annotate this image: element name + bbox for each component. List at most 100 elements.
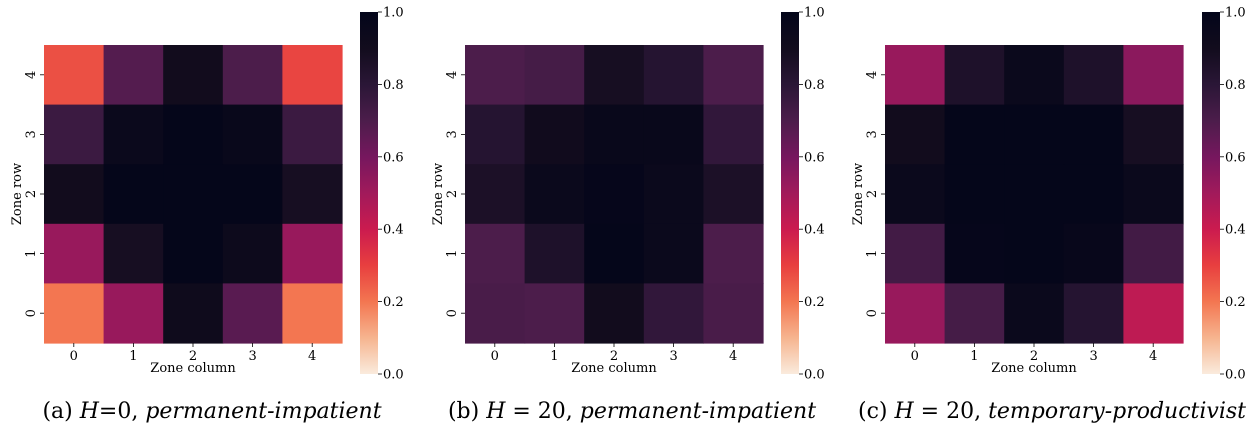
heatmap-cell xyxy=(885,164,946,225)
heatmap-cell xyxy=(282,164,343,225)
heatmap-cell xyxy=(885,104,946,165)
heatmap-cell xyxy=(1004,283,1065,344)
colorbar-tick-label: 0.6 xyxy=(383,150,404,165)
heatmap-cell xyxy=(944,223,1005,284)
y-tick-label: 0 xyxy=(24,309,39,317)
x-tick-label: 0 xyxy=(911,349,919,364)
heatmap-cell xyxy=(1063,164,1124,225)
heatmap-cell xyxy=(944,45,1005,106)
x-tick-label: 1 xyxy=(970,349,978,364)
heatmap-cell xyxy=(524,45,585,106)
colorbar-tick-label: 0.6 xyxy=(1225,150,1246,165)
heatmap-cell xyxy=(944,283,1005,344)
x-tick-label: 0 xyxy=(491,349,499,364)
x-tick-label: 3 xyxy=(1089,349,1097,364)
heatmap-cell xyxy=(703,283,764,344)
heatmap-cell xyxy=(44,45,105,106)
heatmap-cell xyxy=(1123,223,1184,284)
colorbar-tick-label: 0.8 xyxy=(804,78,825,93)
heatmap-cell xyxy=(885,223,946,284)
heatmap-cell xyxy=(163,104,224,165)
y-tick-label: 3 xyxy=(24,130,39,138)
heatmap-cell xyxy=(282,104,343,165)
colorbar-tick-label: 0.2 xyxy=(804,295,825,310)
colorbar-tick-label: 0.8 xyxy=(383,78,404,93)
heatmap-panel-1: 0 1 2 3 4 0 1 2 3 4 Zone column Zone row 0.0 0.2 0.4 0.… xyxy=(431,6,825,425)
x-tick-label: 3 xyxy=(248,349,256,364)
heatmap-cell xyxy=(44,223,105,284)
colorbar-tick-label: 0.6 xyxy=(804,150,825,165)
heatmap-cell xyxy=(465,283,526,344)
heatmap-cell xyxy=(163,45,224,106)
panel-caption: (c) H = 20, temporary-productivist xyxy=(858,399,1246,424)
heatmap-cell xyxy=(1004,164,1065,225)
heatmap-cell xyxy=(703,45,764,106)
y-axis-label: Zone row xyxy=(431,163,446,225)
x-axis-label: Zone column xyxy=(150,361,236,376)
heatmap-cell xyxy=(643,45,704,106)
heatmap-cell xyxy=(465,164,526,225)
heatmap-cell xyxy=(1123,164,1184,225)
heatmap-cell xyxy=(1063,104,1124,165)
heatmap-cell xyxy=(584,104,645,165)
y-tick-label: 4 xyxy=(24,71,39,79)
heatmap-cell xyxy=(163,223,224,284)
heatmap-cell xyxy=(643,223,704,284)
heatmap-cell xyxy=(524,164,585,225)
heatmap-cell xyxy=(103,223,164,284)
heatmap-cell xyxy=(584,45,645,106)
colorbar-tick-label: 0.0 xyxy=(1225,368,1246,383)
colorbar-tick-label: 0.8 xyxy=(1225,78,1246,93)
heatmap-cell xyxy=(584,164,645,225)
heatmap-cell xyxy=(222,223,283,284)
heatmap-cell xyxy=(643,283,704,344)
heatmap-cell xyxy=(222,283,283,344)
y-axis-label: Zone row xyxy=(10,163,25,225)
x-tick-label: 2 xyxy=(610,349,618,364)
colorbar-tick-label: 1.0 xyxy=(1225,6,1246,21)
heatmap-cell xyxy=(885,45,946,106)
y-tick-label: 0 xyxy=(865,309,880,317)
heatmap-cell xyxy=(1004,104,1065,165)
x-tick-label: 1 xyxy=(129,349,137,364)
y-tick-label: 0 xyxy=(445,309,460,317)
heatmap-cell xyxy=(643,164,704,225)
colorbar-tick-label: 0.4 xyxy=(804,223,825,238)
colorbar-tick-label: 1.0 xyxy=(383,6,404,21)
heatmap-cell xyxy=(1123,283,1184,344)
colorbar-tick-label: 1.0 xyxy=(804,6,825,21)
x-tick-label: 2 xyxy=(189,349,197,364)
panel-caption: (b) H = 20, permanent-impatient xyxy=(448,399,816,424)
heatmap-cell xyxy=(643,104,704,165)
y-axis-label: Zone row xyxy=(851,163,866,225)
heatmap-cell xyxy=(103,283,164,344)
heatmap-cell xyxy=(465,104,526,165)
colorbar-tick-label: 0.0 xyxy=(383,368,404,383)
heatmap-cell xyxy=(584,283,645,344)
heatmap-cell xyxy=(524,104,585,165)
heatmap-cell xyxy=(1063,45,1124,106)
heatmap-cell xyxy=(1063,223,1124,284)
heatmap-cell xyxy=(885,283,946,344)
x-tick-label: 4 xyxy=(729,349,737,364)
heatmap-cell xyxy=(1004,223,1065,284)
x-tick-label: 0 xyxy=(70,349,78,364)
heatmap-cell xyxy=(1063,283,1124,344)
x-tick-label: 2 xyxy=(1030,349,1038,364)
y-tick-label: 1 xyxy=(445,249,460,257)
heatmap-cell xyxy=(703,164,764,225)
y-tick-label: 3 xyxy=(865,130,880,138)
heatmap-cell xyxy=(44,164,105,225)
heatmap-cell xyxy=(524,223,585,284)
heatmap-cell xyxy=(222,45,283,106)
heatmap-panel-2: 0 1 2 3 4 0 1 2 3 4 Zone column Zone row 0.0 0.2 0.4 0.… xyxy=(851,6,1246,425)
colorbar xyxy=(360,12,378,374)
x-tick-label: 1 xyxy=(550,349,558,364)
heatmap-cell xyxy=(282,223,343,284)
colorbar xyxy=(1202,12,1220,374)
heatmap-cell xyxy=(163,164,224,225)
y-tick-label: 1 xyxy=(865,249,880,257)
colorbar-tick-label: 0.4 xyxy=(1225,223,1246,238)
y-tick-label: 2 xyxy=(24,190,39,198)
